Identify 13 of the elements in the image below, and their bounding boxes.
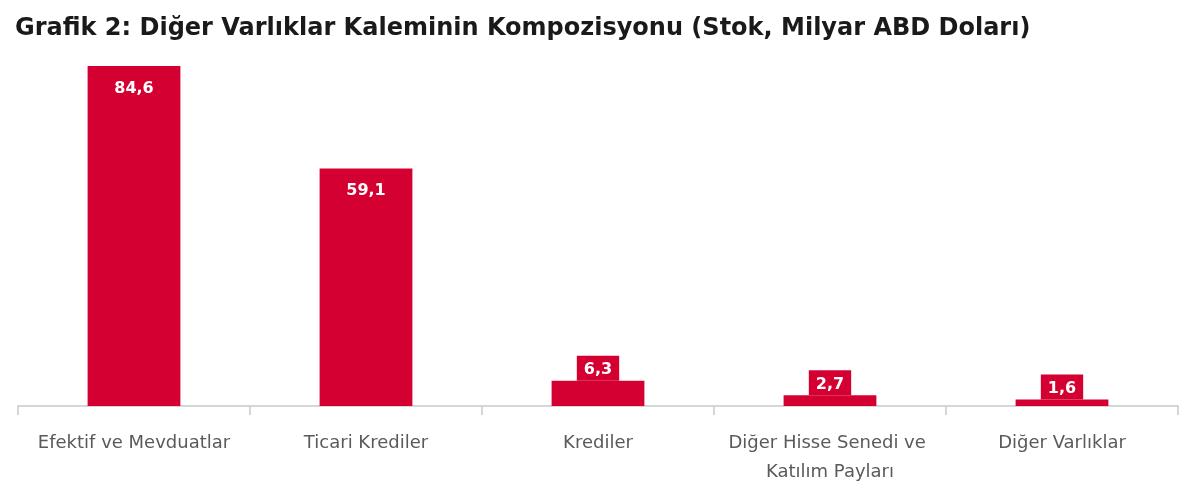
bar (319, 168, 413, 406)
x-tick-label: Efektif ve Mevduatlar (37, 431, 231, 452)
x-tick-label: Ticari Krediler (302, 431, 429, 452)
x-tick-label: Krediler (563, 431, 634, 452)
bar (87, 66, 181, 406)
data-label: 1,6 (1047, 378, 1077, 398)
x-tick-label: Diğer Hisse Senedi ve Katılım Payları (728, 431, 932, 481)
x-tick-label: Diğer Varlıklar (998, 431, 1127, 452)
data-label: 59,1 (346, 179, 386, 199)
chart-title: Grafik 2: Diğer Varlıklar Kaleminin Kompozisyonu (Stok, Milyar ABD Doları) (15, 13, 1031, 41)
data-label: 6,3 (583, 359, 613, 379)
data-label: 2,7 (815, 373, 845, 393)
data-label: 84,6 (114, 77, 154, 97)
